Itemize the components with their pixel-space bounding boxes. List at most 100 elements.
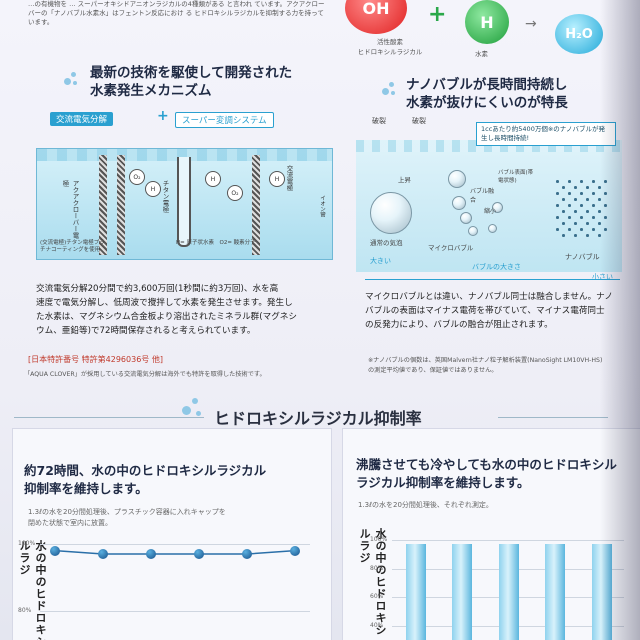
nanobubble-callout: 1ccあたり約5400万個※のナノバブルが発生し長時間持続! <box>476 122 616 146</box>
line-chart-gridline <box>40 544 310 545</box>
line-chart-gridline <box>40 610 310 612</box>
line-chart-ytick: 100% <box>18 540 36 547</box>
page-shadow <box>600 0 640 640</box>
left-panel-sub-line1: 1.3ℓの水を20分間処理後、プラスチック容器に入れキャップを <box>28 508 226 516</box>
line-chart-point <box>242 549 252 559</box>
bar-chart-gridline <box>392 540 624 541</box>
oxygen-ion: O₂ <box>129 169 145 185</box>
h-caption: 水素 <box>475 50 488 58</box>
nanobubble-dot <box>586 198 589 201</box>
section-divider-right <box>498 417 608 418</box>
nanobubble-dot <box>592 180 595 183</box>
bar-chart-bar <box>545 544 566 640</box>
nanobubble-dot <box>568 216 571 219</box>
mechanism-text-line4: ウム、亜鉛等)で72時間保存されると考えられています。 <box>36 326 256 336</box>
hydrogen-circle: H <box>465 0 509 44</box>
nanobubble-dot <box>586 210 589 213</box>
micro-bubble-icon <box>488 224 497 233</box>
micro-bubble-icon <box>460 212 472 224</box>
bubble-size-scale <box>365 279 620 280</box>
nanobubble-dot <box>604 228 607 231</box>
bar-chart-bar <box>406 544 426 640</box>
bar-chart-ytick: 80% <box>370 564 384 572</box>
electrode-right <box>252 155 260 255</box>
ion-tube <box>177 157 191 247</box>
line-chart-ytick: 80% <box>18 606 32 614</box>
arrow-icon: → <box>525 16 537 32</box>
nanobubble-dot <box>568 180 571 183</box>
mechanism-heading-line2: 水素発生メカニズム <box>90 83 212 99</box>
nanobubble-dot <box>580 216 583 219</box>
nanobubble-dot <box>574 234 577 237</box>
section-divider-left <box>14 417 204 418</box>
bar-chart-ytick: 60% <box>370 593 384 601</box>
nanobubble-dot <box>574 186 577 189</box>
patent-note: 「AQUA CLOVER」が採用している交流電気分解は海外でも特許を取得した技術… <box>24 371 266 378</box>
nanobubble-dot <box>580 192 583 195</box>
label-nanobubble: ナノバブル <box>565 253 600 261</box>
nanobubble-dot <box>574 198 577 201</box>
bar-chart-bar <box>452 544 473 640</box>
intro-text: …の有機物を … スーパーオキシドアニオンラジカルの4種類がある と言われ てい… <box>28 0 325 26</box>
plus-sign: + <box>428 2 447 27</box>
nanobubble-dot <box>556 192 559 195</box>
nanobubble-dot <box>562 210 565 213</box>
nanobubble-dot <box>592 216 595 219</box>
nanobubble-dot <box>574 222 577 225</box>
right-panel-title-line1: 沸騰させても冷やしても水の中のヒドロキシル <box>356 457 617 472</box>
bar-chart-ytick: 100% <box>370 536 388 543</box>
hydroxyl-section-title: ヒドロキシルラジカル抑制率 <box>214 409 422 428</box>
nanobubble-dot <box>574 210 577 213</box>
label-burst1: 破裂 <box>372 117 386 125</box>
nanobubble-heading-line2: 水素が抜けにくいのが特長 <box>406 95 568 111</box>
micro-bubble-icon <box>468 226 478 236</box>
retention-72h-panel <box>12 428 332 640</box>
label-bubble-surface: バブル表面(帯電状態) <box>498 170 534 184</box>
bar-chart-bar <box>498 544 519 640</box>
nanobubble-dot <box>586 222 589 225</box>
nanobubble-dot <box>598 198 601 201</box>
scale-big: 大きい <box>370 257 391 265</box>
electrolysis-tank-diagram: O₂ H H O₂ H <box>36 148 333 260</box>
left-panel-title-line1: 約72時間、水の中のヒドロキシルラジカル <box>24 463 267 478</box>
measurement-note-line1: ※ナノバブルの個数は、英国Malvern社ナノ粒子解析装置(NanoSight … <box>368 357 603 364</box>
nanobubble-dot <box>598 210 601 213</box>
left-panel-title-line2: 抑制率を維持します。 <box>24 481 148 496</box>
nanobubble-dot <box>556 216 559 219</box>
modulation-system-tag: スーパー変調システム <box>175 112 274 128</box>
micro-bubble-icon <box>452 196 466 210</box>
nanobubble-dot <box>556 228 559 231</box>
tag-plus: + <box>157 108 169 124</box>
oxygen-ion: O₂ <box>227 185 243 201</box>
label-shrink: 縮小 <box>484 208 497 215</box>
nanobubble-dot <box>580 204 583 207</box>
measurement-note-line2: の測定平均値であり、保証値ではありません。 <box>368 367 498 374</box>
nanobubble-dot <box>604 216 607 219</box>
hydrogen-ion: H <box>205 171 221 187</box>
left-chart-ytitle: 水の中のヒドロキシルラジ <box>18 540 47 640</box>
micro-bubble-icon <box>492 202 503 213</box>
nanobubble-text-line1: マイクロバブルとは違い、ナノバブル同士は融合しません。ナノ <box>365 292 613 302</box>
line-chart-point <box>290 545 300 556</box>
label-burst2: 破裂 <box>412 117 426 125</box>
mechanism-heading-line1: 最新の技術を駆使して開発された <box>90 65 293 81</box>
line-chart-point <box>146 549 156 559</box>
label-ion-tube: イオン管 <box>319 195 325 217</box>
nanobubble-dot <box>580 180 583 183</box>
left-panel-sub-line2: 閉めた状態で室内に放置。 <box>28 519 112 527</box>
nanobubble-dot <box>604 180 607 183</box>
nanobubble-dot <box>568 192 571 195</box>
bar-chart-ytick: 40% <box>370 621 384 629</box>
right-chart-ytitle: 水の中のヒドロキシルラジ <box>358 528 387 636</box>
label-micro-bubble: マイクロバブル <box>428 244 474 252</box>
nanobubble-dot <box>604 192 607 195</box>
hydrogen-ion: H <box>269 171 285 187</box>
label-exchange: 交流電極 <box>285 165 293 191</box>
line-chart-point <box>98 549 108 559</box>
electrode-note: (交流電極)チタン電極プラチナコーティングを使用 <box>40 240 105 253</box>
electrode-left2 <box>117 155 125 255</box>
nanobubble-dot <box>568 204 571 207</box>
nanobubble-dot <box>562 186 565 189</box>
label-bubble-merge: バブル融合 <box>470 188 495 204</box>
